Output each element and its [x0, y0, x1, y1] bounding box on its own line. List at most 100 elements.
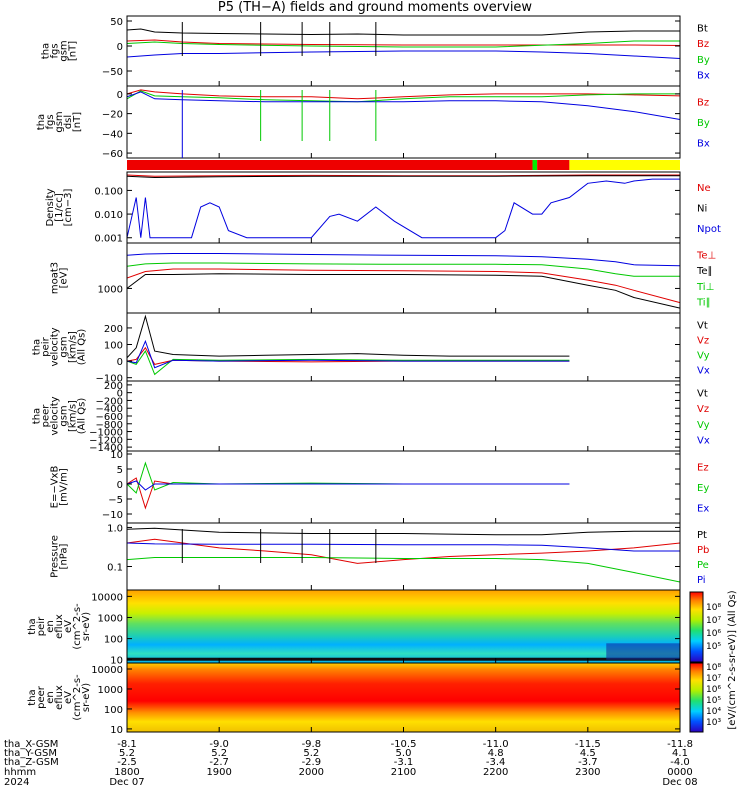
legend-label: Ti⊥	[696, 282, 714, 293]
y-axis-label: peir	[41, 336, 52, 356]
x-axis-value: 5.2	[303, 748, 319, 759]
legend-label: Ne	[697, 183, 711, 194]
y-axis-label: Density	[45, 188, 56, 226]
y-axis-label: tha	[36, 114, 47, 130]
legend-label: Ti∥	[696, 297, 711, 308]
y-axis-label: (All Qs)	[77, 329, 88, 366]
legend-label: Vx	[697, 435, 710, 446]
x-axis-value: 4.8	[488, 748, 504, 759]
legend-label: Pt	[697, 530, 707, 541]
x-axis-value: Dec 07	[109, 777, 144, 788]
y-axis-label: velocity	[50, 396, 61, 435]
series-line-Bx	[126, 91, 681, 120]
x-axis-value: -3.4	[486, 757, 506, 768]
panel-frame	[126, 380, 681, 452]
y-tick-label: −100	[96, 374, 123, 385]
x-axis-value: 1900	[206, 767, 231, 778]
colorbar-tick-label: 10³	[706, 718, 721, 728]
y-tick-label: −10	[102, 510, 123, 521]
y-axis-label: eflux	[54, 685, 65, 710]
y-tick-label: 0.001	[94, 234, 123, 245]
series-line-Ex	[126, 480, 570, 491]
colorbar-tick-label: 10⁶	[706, 685, 721, 695]
legend-label: Ez	[697, 462, 709, 473]
y-tick-label: 200	[104, 324, 123, 335]
legend-label: Pi	[697, 575, 706, 586]
legend-label: Vz	[697, 404, 709, 415]
x-axis-value: 4.5	[580, 748, 596, 759]
x-axis-row-label: tha_X-GSM	[4, 739, 58, 750]
y-axis-label: fgs	[50, 43, 61, 58]
x-axis-value: 2000	[299, 767, 324, 778]
legend-label: Bx	[697, 70, 710, 81]
y-axis-label: gsm	[59, 405, 70, 426]
x-axis-row-label: 2024	[4, 777, 29, 788]
spectrogram-image	[127, 663, 680, 732]
y-axis-label: sr-eV)	[81, 683, 92, 712]
y-tick-label: 0	[117, 90, 123, 101]
legend-label: Ex	[697, 504, 709, 515]
y-axis-label: Pressure	[50, 535, 61, 578]
series-line-Pe	[126, 557, 681, 583]
legend-label: Te⊥	[696, 251, 716, 262]
x-axis-value: -3.7	[578, 757, 598, 768]
y-tick-label: 5	[117, 465, 123, 476]
x-axis-value: -2.9	[302, 757, 322, 768]
y-tick-label: 1000	[98, 613, 123, 624]
spectrogram-image	[127, 590, 680, 663]
y-axis-label: (cm^2-s-	[72, 603, 83, 650]
y-tick-label: 0	[117, 480, 123, 491]
series-line-Bz	[126, 89, 681, 100]
series-line-Bx	[126, 50, 681, 59]
y-tick-label: −200	[96, 396, 123, 407]
panel-density: 0.100 0.010 0.001 Density[1/cc][cm−3] Ne Ni Np…	[45, 171, 721, 245]
legend-label: Npot	[697, 224, 721, 235]
y-axis-label: fgs	[45, 114, 56, 129]
y-axis-label: peir	[36, 616, 47, 636]
series-line-Npot	[126, 178, 680, 239]
y-axis-label: tha	[27, 689, 38, 705]
y-axis-label: [1/cc]	[54, 193, 65, 222]
panel-pressure: 1.0 0.1 Pressure[nPa] Pt Pb Pe Pi	[50, 522, 709, 591]
y-axis-label: eflux	[54, 614, 65, 639]
legend-label: Pb	[697, 545, 709, 556]
y-axis-label: E=−VxB	[50, 466, 61, 509]
y-axis-label: [nT]	[72, 112, 83, 132]
y-tick-label: −20	[102, 110, 123, 121]
y-axis-label: peer	[36, 685, 47, 709]
y-tick-label: 0	[117, 357, 123, 368]
x-axis-value: 2300	[575, 767, 600, 778]
legend-label: Bt	[697, 24, 708, 35]
y-axis-label: [mV/m]	[59, 468, 70, 506]
colorbar-tick-label: 10⁸	[706, 603, 721, 613]
y-axis-label: eV	[63, 620, 74, 633]
y-tick-label: 100	[104, 705, 123, 716]
panel-mode_bar	[127, 160, 680, 170]
x-axis-row-label: tha_Y-GSM	[4, 748, 57, 759]
mode-bar-segment	[537, 160, 570, 170]
y-tick-label: 100	[104, 635, 123, 646]
panel-temperature: 1000 moat3[eV] Te⊥ Te∥ Ti⊥ Ti∥	[50, 242, 716, 314]
legend-label: Ni	[697, 204, 707, 215]
x-axis-value: -10.5	[391, 739, 417, 750]
x-axis-value: 5.2	[119, 748, 135, 759]
series-line-Ne	[126, 174, 680, 177]
y-tick-label: −60	[102, 149, 123, 160]
y-axis-label: en	[45, 691, 56, 704]
panel-peir_en_eflux: 10000 1000 100 10 thapeirenefluxeV(cm^2-s-sr…	[27, 589, 681, 667]
y-axis-label: peer	[41, 404, 52, 428]
y-tick-label: −1200	[89, 435, 123, 446]
x-axis-value: -11.5	[575, 739, 601, 750]
series-line-Pi	[126, 542, 680, 552]
panel-frame	[126, 450, 681, 524]
y-tick-label: −600	[96, 412, 123, 423]
colorbar-bottom	[689, 662, 704, 733]
y-tick-label: −400	[96, 404, 123, 415]
x-axis-value: -2.7	[209, 757, 229, 768]
x-axis-value: -8.1	[117, 739, 137, 750]
colorbar-tick-label: 10⁵	[706, 642, 721, 652]
x-axis-value: 1800	[114, 767, 139, 778]
